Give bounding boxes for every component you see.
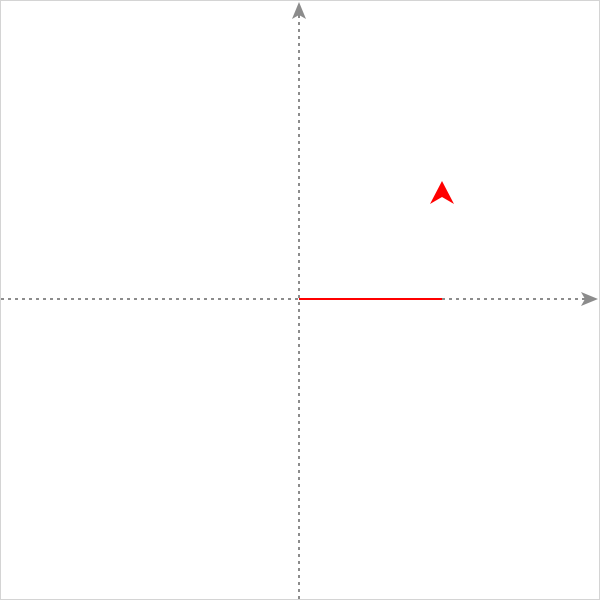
arrowhead-cursor-icon <box>430 181 454 204</box>
arrow-right-icon <box>581 292 598 306</box>
arrow-up-icon <box>292 2 306 19</box>
